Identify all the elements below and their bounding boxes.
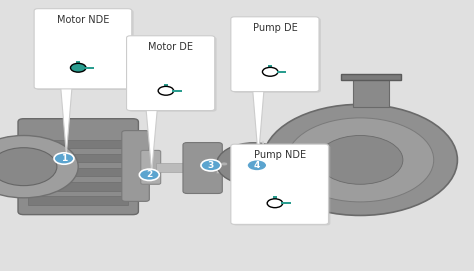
FancyBboxPatch shape xyxy=(231,144,328,224)
Polygon shape xyxy=(146,108,157,109)
Polygon shape xyxy=(253,89,264,90)
Text: Pump DE: Pump DE xyxy=(253,23,297,33)
FancyBboxPatch shape xyxy=(128,37,217,112)
Circle shape xyxy=(54,153,74,164)
Circle shape xyxy=(265,177,272,180)
Circle shape xyxy=(265,147,272,151)
Polygon shape xyxy=(257,221,269,223)
Polygon shape xyxy=(76,61,80,68)
Circle shape xyxy=(247,160,267,171)
Circle shape xyxy=(231,151,276,177)
Circle shape xyxy=(139,169,159,180)
Circle shape xyxy=(318,136,403,184)
Bar xyxy=(216,164,242,173)
Polygon shape xyxy=(282,202,291,204)
Bar xyxy=(353,75,389,107)
Polygon shape xyxy=(273,196,277,203)
Polygon shape xyxy=(146,108,157,172)
Circle shape xyxy=(71,63,86,72)
Circle shape xyxy=(236,177,242,180)
Circle shape xyxy=(217,143,291,185)
Polygon shape xyxy=(61,86,72,88)
Bar xyxy=(28,168,128,176)
Polygon shape xyxy=(164,84,168,91)
Bar xyxy=(28,182,128,191)
Circle shape xyxy=(287,118,434,202)
Circle shape xyxy=(267,199,283,208)
Text: Motor DE: Motor DE xyxy=(148,42,193,52)
Bar xyxy=(341,74,401,80)
Polygon shape xyxy=(253,89,264,159)
Bar xyxy=(28,196,128,205)
Polygon shape xyxy=(173,90,182,92)
FancyBboxPatch shape xyxy=(231,17,319,92)
FancyBboxPatch shape xyxy=(34,9,132,89)
FancyBboxPatch shape xyxy=(141,150,161,184)
Text: 4: 4 xyxy=(254,161,260,170)
Circle shape xyxy=(201,160,221,171)
FancyBboxPatch shape xyxy=(18,119,138,215)
Polygon shape xyxy=(268,65,272,72)
Circle shape xyxy=(280,162,286,166)
Polygon shape xyxy=(277,71,286,73)
Circle shape xyxy=(221,162,228,166)
Text: 2: 2 xyxy=(146,170,153,179)
Polygon shape xyxy=(85,67,94,69)
Bar xyxy=(28,140,128,148)
Text: Motor NDE: Motor NDE xyxy=(57,15,109,25)
FancyBboxPatch shape xyxy=(183,143,222,193)
FancyBboxPatch shape xyxy=(127,36,215,111)
Bar xyxy=(156,163,192,172)
FancyBboxPatch shape xyxy=(122,131,149,201)
Circle shape xyxy=(0,148,57,186)
Circle shape xyxy=(158,86,173,95)
FancyBboxPatch shape xyxy=(233,145,330,225)
FancyBboxPatch shape xyxy=(36,10,134,90)
Text: 1: 1 xyxy=(61,154,67,163)
Text: Pump NDE: Pump NDE xyxy=(254,150,306,160)
Circle shape xyxy=(0,136,78,198)
Circle shape xyxy=(236,147,242,151)
Polygon shape xyxy=(61,87,72,154)
Text: 3: 3 xyxy=(208,161,214,170)
Circle shape xyxy=(263,67,278,76)
Polygon shape xyxy=(257,141,269,222)
Bar xyxy=(28,154,128,162)
Circle shape xyxy=(74,66,82,70)
FancyBboxPatch shape xyxy=(233,18,321,93)
Circle shape xyxy=(263,104,457,215)
